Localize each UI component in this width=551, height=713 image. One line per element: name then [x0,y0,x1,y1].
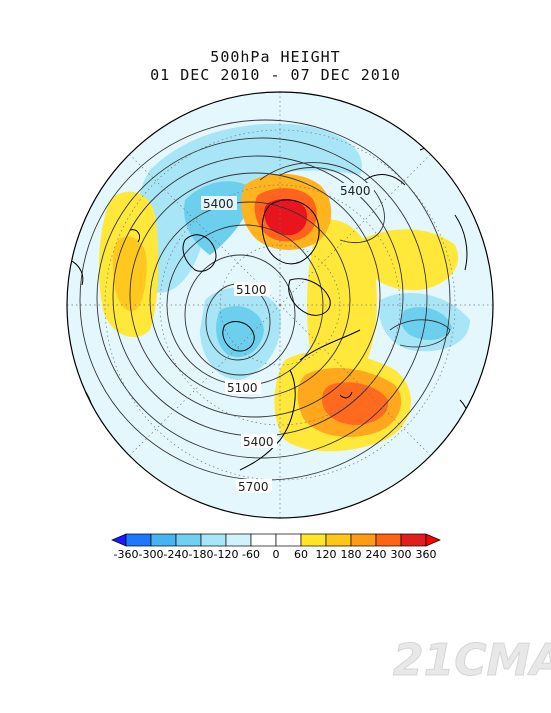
colorbar-box [125,533,152,547]
colorbar-box [400,533,427,547]
colorbar-tick-label: 360 [416,548,437,561]
colorbar-box [150,533,177,547]
colorbar-tick-label: 0 [273,548,280,561]
graticule [67,92,493,518]
colorbar-box [375,533,402,547]
colorbar-box [200,533,227,547]
colorbar-tick-label: -180 [189,548,214,561]
positive-anomaly-west-core [112,236,147,311]
colorbar-box [350,533,377,547]
contour-label: 5100 [236,283,267,297]
map-title: 500hPa HEIGHT [210,48,341,66]
colorbar-tick-label: -60 [242,548,260,561]
coastlines [69,147,470,471]
colorbar-left-arrow [111,533,127,547]
positive-anomaly-band [307,219,377,385]
colorbar-tick-label: -120 [214,548,239,561]
positive-anomaly-pole-core [263,198,308,236]
anomaly-shading [67,92,493,518]
map-date-range: 01 DEC 2010 - 07 DEC 2010 [150,66,401,84]
colorbar-tick-label: -240 [164,548,189,561]
watermark-logo: 21CMA [393,635,551,686]
contour-label: 5400 [203,197,234,211]
colorbar-tick-label: 120 [316,548,337,561]
colorbar-right-arrow [425,533,441,547]
color-bar: -360 -300 -240 -180 -120 -60 0 60 120 180 240 300 36… [111,533,441,561]
map-boundary [66,91,494,519]
colorbar-box [300,533,327,547]
colorbar-box [325,533,352,547]
colorbar-box [175,533,202,547]
colorbar-tick-label: 300 [391,548,412,561]
positive-anomaly-south-core [322,382,389,425]
colorbar-box [225,533,252,547]
colorbar-tick-label: 180 [341,548,362,561]
colorbar-tick-label: 60 [294,548,308,561]
negative-anomaly-arctic [135,123,362,293]
contour-labels: 5400 5400 5100 5100 5400 5700 [201,183,374,494]
negative-anomaly-east-core [400,307,452,341]
colorbar-box [250,533,277,547]
contour-label: 5700 [238,480,269,494]
colorbar-tick-label: -300 [139,548,164,561]
colorbar-tick-label: 240 [366,548,387,561]
positive-anomaly-northeast [360,229,459,291]
contour-label: 5400 [243,435,274,449]
colorbar-box [275,533,302,547]
contour-label: 5100 [227,381,258,395]
contour-label: 5400 [340,184,371,198]
colorbar-tick-label: -360 [114,548,139,561]
